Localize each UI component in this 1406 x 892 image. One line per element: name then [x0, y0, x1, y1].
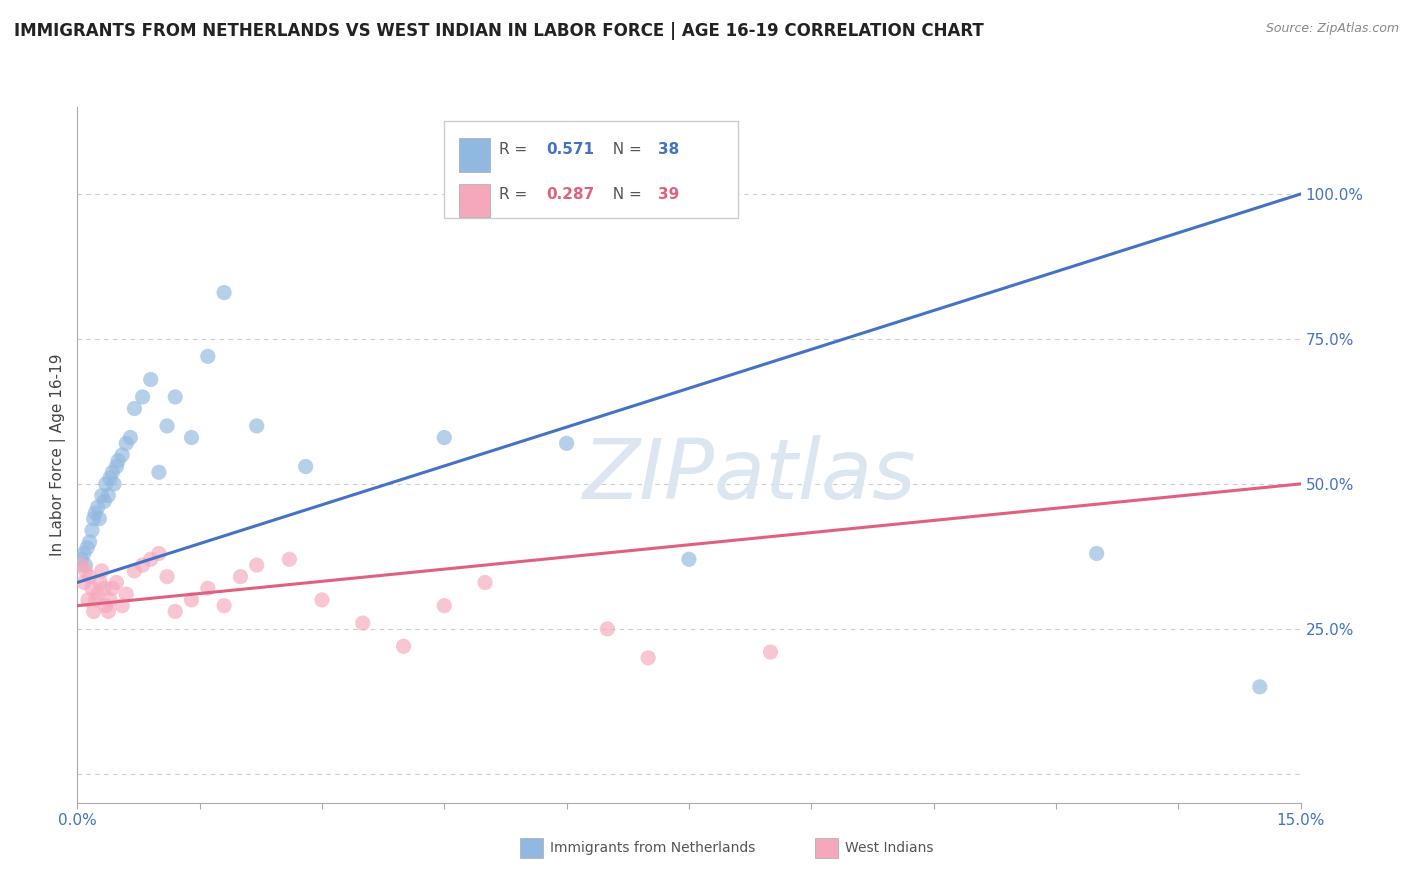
Text: ZIPatlas: ZIPatlas: [583, 435, 917, 516]
Point: [212, 599, 235, 613]
Point: [197, 350, 219, 364]
Point: [84, 506, 107, 520]
Point: [165, 605, 187, 619]
Point: [87, 587, 110, 601]
Point: [180, 431, 202, 445]
Text: 39: 39: [658, 187, 679, 202]
Point: [70, 552, 93, 566]
Point: [101, 466, 124, 480]
Y-axis label: In Labor Force | Age 16-19: In Labor Force | Age 16-19: [51, 353, 66, 557]
Point: [111, 448, 134, 462]
Point: [294, 459, 316, 474]
Point: [83, 605, 105, 619]
Point: [97, 489, 120, 503]
Text: R =: R =: [499, 142, 533, 157]
Point: [678, 552, 700, 566]
Point: [555, 436, 578, 450]
Point: [70, 558, 93, 573]
Point: [94, 599, 117, 613]
Point: [105, 575, 128, 590]
Point: [77, 592, 100, 607]
Point: [80, 523, 103, 537]
Point: [107, 453, 129, 467]
Point: [87, 500, 110, 514]
Point: [311, 592, 333, 607]
Point: [103, 476, 125, 491]
Point: [637, 651, 659, 665]
Text: N =: N =: [603, 187, 647, 202]
Point: [115, 436, 138, 450]
Point: [90, 564, 112, 578]
Point: [80, 582, 103, 596]
Point: [212, 285, 235, 300]
Point: [97, 605, 120, 619]
Point: [433, 431, 456, 445]
Point: [93, 494, 115, 508]
Point: [131, 390, 153, 404]
Point: [229, 570, 252, 584]
Point: [1085, 546, 1108, 561]
Point: [197, 582, 219, 596]
Point: [278, 552, 301, 566]
Text: Source: ZipAtlas.com: Source: ZipAtlas.com: [1265, 22, 1399, 36]
Point: [156, 419, 179, 434]
FancyBboxPatch shape: [458, 184, 489, 217]
Point: [83, 511, 105, 525]
Point: [73, 575, 96, 590]
FancyBboxPatch shape: [444, 121, 738, 219]
Point: [180, 592, 202, 607]
Point: [139, 373, 162, 387]
Point: [1249, 680, 1271, 694]
Text: West Indians: West Indians: [845, 841, 934, 855]
Point: [596, 622, 619, 636]
Point: [89, 575, 111, 590]
Point: [124, 564, 146, 578]
Text: 0.287: 0.287: [546, 187, 595, 202]
Point: [165, 390, 187, 404]
Point: [148, 466, 170, 480]
Point: [433, 599, 456, 613]
Point: [115, 587, 138, 601]
Point: [73, 546, 96, 561]
Point: [101, 582, 124, 596]
Point: [120, 431, 142, 445]
Point: [124, 401, 146, 416]
Text: 38: 38: [658, 142, 679, 157]
Point: [131, 558, 153, 573]
Point: [352, 615, 374, 630]
Point: [156, 570, 179, 584]
Point: [89, 511, 111, 525]
Point: [474, 575, 496, 590]
Point: [98, 471, 121, 485]
Point: [79, 534, 101, 549]
Point: [84, 592, 107, 607]
Point: [93, 582, 115, 596]
Point: [246, 558, 269, 573]
Point: [90, 489, 112, 503]
Point: [76, 541, 98, 555]
Point: [75, 564, 97, 578]
Text: Immigrants from Netherlands: Immigrants from Netherlands: [550, 841, 755, 855]
Point: [111, 599, 134, 613]
Text: R =: R =: [499, 187, 533, 202]
Point: [98, 592, 121, 607]
Point: [759, 645, 782, 659]
Point: [148, 546, 170, 561]
Point: [105, 459, 128, 474]
Text: IMMIGRANTS FROM NETHERLANDS VS WEST INDIAN IN LABOR FORCE | AGE 16-19 CORRELATIO: IMMIGRANTS FROM NETHERLANDS VS WEST INDI…: [14, 22, 984, 40]
Point: [392, 639, 415, 653]
Text: 0.571: 0.571: [546, 142, 593, 157]
FancyBboxPatch shape: [458, 138, 489, 172]
Point: [75, 558, 97, 573]
Point: [139, 552, 162, 566]
Point: [79, 570, 101, 584]
Text: N =: N =: [603, 142, 647, 157]
Point: [94, 476, 117, 491]
Point: [246, 419, 269, 434]
